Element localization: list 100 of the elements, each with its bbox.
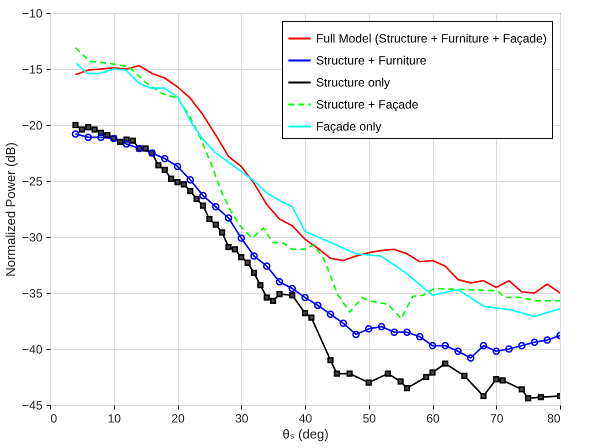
point	[340, 319, 347, 327]
point	[122, 140, 130, 148]
point	[314, 302, 322, 310]
point	[162, 166, 168, 173]
point	[454, 347, 462, 355]
point	[384, 370, 391, 377]
x-tick-label: 70	[490, 412, 504, 426]
point	[352, 330, 360, 338]
point	[250, 270, 258, 276]
x-tick-label: 40	[298, 412, 312, 426]
point	[238, 234, 245, 242]
point	[500, 377, 506, 384]
x-axis-title: θₛ (deg)	[282, 426, 329, 442]
point	[187, 188, 194, 194]
x-tick-label: 0	[50, 412, 58, 426]
point	[365, 325, 372, 333]
y-tick-label: −25	[22, 174, 43, 188]
legend-label: Structure + Furniture	[316, 54, 427, 68]
point	[404, 385, 410, 392]
y-tick-label: −30	[22, 230, 43, 244]
point	[308, 314, 314, 321]
point	[72, 122, 79, 128]
x-tick-label: 80	[547, 412, 561, 426]
point	[334, 370, 340, 377]
point	[301, 294, 309, 302]
point	[518, 342, 526, 350]
x-tick-label: 50	[362, 412, 376, 426]
point	[327, 357, 334, 364]
point	[429, 369, 436, 376]
point	[212, 222, 219, 228]
point	[493, 376, 500, 382]
point	[390, 328, 398, 336]
point	[442, 342, 449, 350]
point	[518, 386, 525, 392]
point	[270, 298, 276, 304]
point	[505, 345, 513, 353]
point	[423, 374, 430, 380]
point	[155, 162, 162, 168]
point	[263, 262, 270, 270]
point	[544, 336, 551, 344]
point	[225, 244, 232, 250]
point	[525, 395, 532, 402]
point	[403, 328, 411, 336]
point	[264, 294, 270, 301]
point	[186, 176, 194, 184]
point	[104, 132, 110, 138]
x-tick-label: 20	[171, 412, 185, 426]
legend-label: Façade only	[316, 120, 382, 134]
point	[174, 162, 182, 170]
point	[206, 216, 212, 222]
y-tick-label: −35	[22, 286, 43, 300]
point	[78, 126, 85, 133]
point	[117, 138, 124, 145]
x-tick-label: 30	[235, 412, 249, 426]
point	[378, 322, 386, 330]
point	[212, 203, 220, 211]
point	[257, 282, 264, 288]
x-tick-label: 60	[426, 412, 440, 426]
point	[346, 370, 353, 377]
point	[250, 252, 258, 260]
y-tick-label: −45	[22, 398, 43, 412]
point	[288, 284, 296, 292]
point	[467, 354, 474, 362]
point	[461, 372, 468, 379]
x-tick-label: 10	[108, 412, 122, 426]
point	[530, 338, 538, 346]
point	[244, 260, 251, 266]
point	[232, 246, 238, 252]
point	[97, 134, 105, 142]
point	[538, 394, 544, 400]
y-axis-title: Normalized Power (dB)	[3, 142, 18, 277]
point	[416, 332, 424, 340]
point	[180, 181, 187, 188]
point	[480, 342, 488, 350]
y-tick-label: −40	[22, 342, 43, 356]
y-tick-label: −15	[22, 62, 43, 76]
point	[85, 124, 92, 130]
point	[130, 138, 136, 144]
point	[199, 192, 207, 200]
point	[84, 134, 92, 142]
legend-label: Structure + Façade	[316, 98, 419, 112]
point	[174, 179, 181, 186]
point	[224, 214, 232, 222]
y-tick-label: −20	[22, 118, 43, 132]
point	[366, 380, 372, 386]
point	[92, 126, 98, 133]
point	[480, 392, 487, 400]
point	[326, 310, 334, 318]
legend-label: Structure only	[316, 76, 390, 90]
point	[238, 254, 244, 260]
point	[168, 176, 174, 182]
point	[161, 154, 168, 162]
y-tick-label: −10	[22, 6, 43, 20]
point	[398, 378, 404, 385]
legend-label: Full Model (Structure + Furniture + Façade)	[316, 32, 547, 46]
point	[142, 145, 149, 152]
point	[200, 202, 206, 209]
point	[442, 360, 448, 367]
point	[276, 278, 284, 286]
point	[289, 292, 296, 298]
